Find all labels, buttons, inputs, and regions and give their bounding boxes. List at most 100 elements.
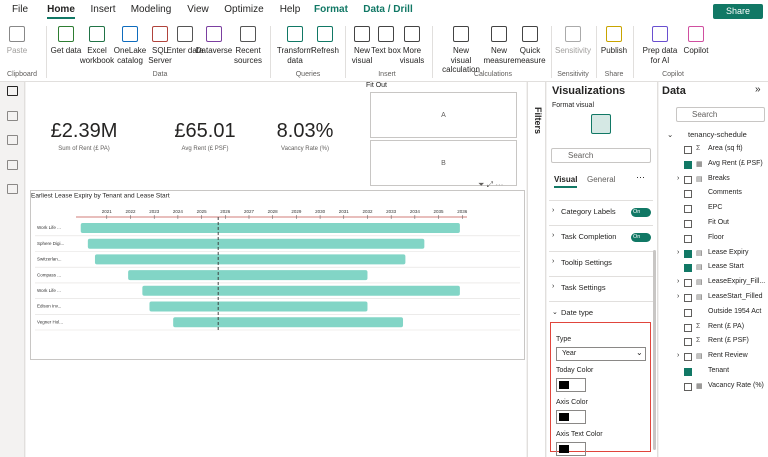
table-name[interactable]: tenancy-schedule xyxy=(688,130,747,139)
ribbon-tab[interactable]: View xyxy=(187,4,209,15)
ribbon-button[interactable]: New visual calculation xyxy=(442,46,480,74)
viz-more[interactable]: ⋯ xyxy=(636,172,645,182)
section-header[interactable]: Date type xyxy=(561,308,594,317)
checkbox[interactable] xyxy=(684,279,692,288)
viz-tab[interactable]: Visual xyxy=(554,175,578,188)
ribbon-button[interactable]: Publish xyxy=(600,46,628,55)
checkbox[interactable] xyxy=(684,308,692,317)
ribbon-button[interactable]: OneLake catalog xyxy=(113,46,147,65)
view-icon[interactable] xyxy=(7,86,18,96)
checkbox[interactable] xyxy=(684,175,692,184)
ribbon-button[interactable]: Prep data for AI xyxy=(642,46,678,65)
viz-format-icon[interactable] xyxy=(591,114,611,134)
checkbox[interactable] xyxy=(684,264,692,273)
checkbox[interactable] xyxy=(684,338,692,347)
section-header[interactable]: Task Settings xyxy=(561,283,606,292)
expand-chevron[interactable]: › xyxy=(677,278,680,286)
dt-dropdown-chevron[interactable]: ⌄ xyxy=(636,348,643,357)
ribbon-button[interactable]: Copilot xyxy=(683,46,709,55)
ribbon-button[interactable]: Refresh xyxy=(310,46,339,55)
slicer-item[interactable]: B xyxy=(370,140,517,186)
field-name[interactable]: Floor xyxy=(708,233,724,241)
field-name[interactable]: Vacancy Rate (%) xyxy=(708,381,764,389)
collapse-chevron[interactable]: » xyxy=(755,84,761,95)
checkbox[interactable] xyxy=(684,382,692,391)
ribbon-button[interactable]: Dataverse xyxy=(195,46,233,55)
checkbox[interactable] xyxy=(684,294,692,302)
expand-chevron[interactable]: › xyxy=(677,174,680,182)
field-name[interactable]: Breaks xyxy=(708,174,730,182)
ribbon-button[interactable]: Transform data xyxy=(276,46,314,65)
ribbon-button[interactable]: New measure xyxy=(483,46,515,65)
viz-tab[interactable]: General xyxy=(587,175,616,184)
checkbox[interactable] xyxy=(684,220,692,228)
ribbon-button[interactable]: Paste xyxy=(6,46,28,55)
ribbon-tab[interactable]: Optimize xyxy=(224,4,264,15)
ribbon-tab[interactable]: Home xyxy=(31,4,91,21)
field-name[interactable]: Rent (£ PSF) xyxy=(708,337,749,345)
section-header[interactable]: Task Completion xyxy=(561,232,617,241)
section-chevron[interactable]: › xyxy=(552,207,555,214)
field-name[interactable]: LeaseStart_Filled xyxy=(708,293,763,300)
checkbox[interactable] xyxy=(684,205,692,214)
data-search[interactable]: Search xyxy=(676,107,765,122)
ribbon-button[interactable]: Excel workbook xyxy=(79,46,115,65)
ribbon-tab[interactable]: Insert xyxy=(90,4,116,15)
share-button[interactable]: Share xyxy=(713,4,763,19)
checkbox[interactable] xyxy=(684,323,692,332)
section-chevron[interactable]: › xyxy=(552,258,555,265)
ribbon-button[interactable]: More visuals xyxy=(399,46,425,65)
color-picker[interactable] xyxy=(556,378,586,392)
section-chevron[interactable]: › xyxy=(552,232,555,239)
checkbox[interactable] xyxy=(684,368,692,376)
field-name[interactable]: Fit Out xyxy=(708,219,730,226)
visual-header-icons[interactable]: ⏷ ⤢ ⋯ xyxy=(478,180,504,189)
toggle[interactable] xyxy=(631,208,651,217)
field-name[interactable]: Avg Rent (£ PSF) xyxy=(708,159,763,167)
field-name[interactable]: Rent (£ PA) xyxy=(708,322,745,330)
ribbon-tab[interactable]: Modeling xyxy=(130,4,172,15)
view-icon[interactable] xyxy=(7,111,18,121)
checkbox[interactable] xyxy=(684,190,692,199)
ribbon-button[interactable]: Recent sources xyxy=(233,46,262,65)
color-picker[interactable] xyxy=(556,410,586,424)
table-node[interactable]: ⌄ xyxy=(667,130,674,139)
ribbon-button[interactable]: Enter data xyxy=(166,46,204,55)
field-name[interactable]: Lease Expiry xyxy=(708,248,749,256)
ribbon-button[interactable]: Get data xyxy=(50,46,82,55)
ribbon-button[interactable]: Sensitivity xyxy=(554,46,591,55)
section-header[interactable]: Tooltip Settings xyxy=(561,258,612,267)
field-name[interactable]: Area (sq ft) xyxy=(708,145,743,152)
field-name[interactable]: Rent Review xyxy=(708,352,748,360)
field-name[interactable]: Tenant xyxy=(708,367,730,374)
field-name[interactable]: Comments xyxy=(708,189,742,197)
viz-format-icon[interactable] xyxy=(551,114,571,134)
checkbox[interactable] xyxy=(684,353,692,362)
field-name[interactable]: Lease Start xyxy=(708,263,744,271)
checkbox[interactable] xyxy=(684,146,692,154)
section-chevron[interactable]: ⌄ xyxy=(552,309,558,316)
expand-chevron[interactable]: › xyxy=(677,248,680,256)
filters-title[interactable]: Filters xyxy=(533,107,543,135)
ribbon-tab[interactable]: Data / Drill xyxy=(363,4,413,15)
dt-dropdown[interactable]: Year xyxy=(556,347,646,361)
viz-search[interactable]: Search xyxy=(551,148,651,163)
slicer-item[interactable]: A xyxy=(370,92,517,138)
ribbon-button[interactable]: Quick measure xyxy=(514,46,546,65)
section-header[interactable]: Category Labels xyxy=(561,207,616,216)
ribbon-tab[interactable]: File xyxy=(11,4,29,15)
ribbon-tab[interactable]: Format xyxy=(314,4,348,15)
ribbon-tab[interactable]: Help xyxy=(279,4,301,15)
color-picker[interactable] xyxy=(556,442,586,456)
view-icon[interactable] xyxy=(7,184,18,194)
ribbon-button[interactable]: New visual xyxy=(351,46,373,65)
field-name[interactable]: Outside 1954 Act xyxy=(708,307,762,315)
view-icon[interactable] xyxy=(7,160,18,170)
toggle[interactable] xyxy=(631,233,651,242)
expand-chevron[interactable]: › xyxy=(677,352,680,360)
expand-chevron[interactable]: › xyxy=(677,293,680,300)
ribbon-button[interactable]: Text box xyxy=(371,46,401,55)
viz-format-icon[interactable] xyxy=(631,114,651,134)
section-chevron[interactable]: › xyxy=(552,283,555,290)
field-name[interactable]: LeaseExpiry_Fill... xyxy=(708,278,766,286)
